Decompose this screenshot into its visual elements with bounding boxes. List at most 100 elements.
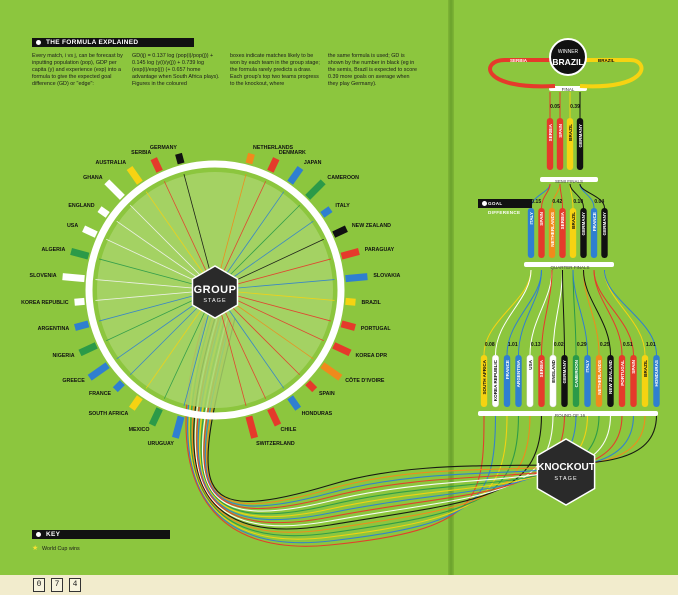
team-label: SWITZERLAND bbox=[256, 440, 295, 447]
bracket-connector bbox=[541, 269, 553, 356]
bracket-connector bbox=[583, 269, 611, 356]
qf-team-bar bbox=[601, 208, 608, 258]
final-right-team: BRAZIL bbox=[598, 58, 615, 63]
r16-goal-difference: 0.25 bbox=[599, 342, 610, 348]
team-label: KOREA DPR bbox=[355, 352, 388, 359]
team-label: GHANA bbox=[83, 174, 103, 181]
formula-text-col1: Every match, i vs j, can be forecast by … bbox=[32, 53, 123, 87]
stage-badges bbox=[191, 38, 596, 506]
qf-goal-difference: 0.10 bbox=[573, 199, 584, 205]
knockout-curve bbox=[193, 317, 543, 530]
knockout-curve bbox=[191, 317, 531, 533]
key-header: KEY bbox=[32, 530, 170, 539]
team-label: MEXICO bbox=[128, 427, 150, 434]
team-label: NEW ZEALAND bbox=[351, 223, 391, 230]
final-path-brazil bbox=[579, 58, 644, 89]
formula-header: THE FORMULA EXPLAINED bbox=[32, 38, 194, 47]
sf-team-name: GERMANY bbox=[577, 124, 583, 148]
team-label: PORTUGAL bbox=[360, 326, 391, 333]
team-wedge bbox=[148, 407, 163, 427]
semi-final-bar bbox=[540, 177, 598, 182]
qf-team-name: FRANCE bbox=[591, 212, 597, 232]
team-wedge bbox=[267, 157, 280, 173]
bracket-connector bbox=[593, 269, 634, 356]
r16-team-bar bbox=[630, 355, 637, 407]
knockout-curve bbox=[185, 317, 485, 547]
bracket-connector bbox=[518, 269, 542, 356]
sf-team-bar bbox=[546, 118, 554, 170]
team-wedge bbox=[345, 297, 356, 306]
team-label: JAPAN bbox=[303, 160, 322, 167]
team-label: SPAIN bbox=[318, 390, 335, 397]
r16-team-bar bbox=[515, 355, 522, 407]
r16-team-bar bbox=[584, 355, 591, 407]
r16-team-name: SOUTH AFRICA bbox=[481, 360, 487, 395]
qf-team-name: BRAZIL bbox=[570, 212, 576, 229]
sf-team-name: SPAIN bbox=[557, 124, 563, 138]
bracket-connector bbox=[541, 183, 551, 209]
page-gutter bbox=[448, 0, 454, 575]
final-left-team: SERBIA bbox=[510, 58, 528, 63]
r16-team-name: CAMEROON bbox=[573, 360, 579, 388]
team-wedge bbox=[320, 362, 343, 381]
team-wedge bbox=[87, 362, 110, 381]
team-wedge bbox=[267, 407, 282, 427]
team-wedge bbox=[340, 248, 360, 260]
qf-team-name: NETHERLANDS bbox=[549, 212, 555, 247]
team-label: NIGERIA bbox=[52, 352, 75, 359]
r16-team-name: HONDURAS bbox=[654, 360, 659, 387]
qf-goal-difference: 0.42 bbox=[552, 199, 563, 205]
qf-team-bar bbox=[569, 208, 577, 258]
r16-goal-difference: 0.29 bbox=[576, 342, 587, 348]
team-wedge bbox=[175, 152, 185, 165]
r16-team-bar bbox=[480, 355, 488, 407]
group-stage-title: GROUP bbox=[193, 284, 237, 296]
team-label: SOUTH AFRICA bbox=[88, 410, 129, 417]
team-label: ALGERIA bbox=[41, 246, 66, 253]
qf-team-bar bbox=[548, 208, 556, 258]
team-wedge bbox=[62, 273, 85, 283]
r16-team-bar bbox=[607, 355, 614, 407]
team-label: PARAGUAY bbox=[364, 246, 395, 253]
team-wedge bbox=[332, 342, 352, 357]
knockout-curve bbox=[188, 317, 508, 540]
r16-team-bar bbox=[595, 355, 603, 407]
r16-goal-difference: 0.08 bbox=[484, 342, 495, 348]
team-wedge bbox=[340, 320, 356, 331]
bracket-connector bbox=[559, 183, 563, 209]
r16-team-name: NEW ZEALAND bbox=[608, 360, 613, 394]
team-wedge bbox=[126, 165, 143, 185]
r16-goal-difference: 0.13 bbox=[530, 342, 541, 348]
team-label: DENMARK bbox=[278, 150, 306, 157]
final-path-serbia bbox=[488, 58, 556, 89]
page-footer: 0 7 4 bbox=[0, 575, 678, 595]
team-label: ITALY bbox=[335, 202, 350, 209]
bracket-connector bbox=[569, 183, 584, 209]
group-stage-subtitle: STAGE bbox=[203, 298, 227, 304]
sf-team-bar bbox=[566, 118, 574, 170]
knockout-stage-badge bbox=[536, 438, 596, 506]
round-of-16-label: ROUND OF 16 bbox=[554, 413, 586, 418]
team-wedge bbox=[345, 273, 368, 283]
team-label: HONDURAS bbox=[301, 410, 333, 417]
knockout-stage-subtitle: STAGE bbox=[554, 476, 578, 482]
qf-team-bar bbox=[538, 208, 545, 258]
goal-difference-label: GOAL DIFFERENCE bbox=[478, 199, 532, 215]
qf-team-bar bbox=[527, 208, 535, 258]
winner-label: WINNER bbox=[557, 49, 579, 55]
team-label: SERBIA bbox=[131, 150, 152, 157]
team-label: KOREA REPUBLIC bbox=[21, 299, 69, 306]
team-label: SLOVENIA bbox=[29, 273, 57, 280]
r16-team-name: ARGENTINA bbox=[516, 360, 521, 388]
knockout-stage-title: KNOCKOUT bbox=[537, 462, 595, 473]
qf-team-bar bbox=[559, 208, 566, 258]
team-wedge bbox=[104, 179, 125, 200]
qf-team-name: SPAIN bbox=[539, 212, 544, 226]
team-wedge bbox=[112, 380, 125, 393]
r16-team-name: SERBIA bbox=[539, 360, 544, 378]
page-number-digit: 7 bbox=[51, 578, 63, 592]
r16-team-bar bbox=[503, 355, 511, 407]
r16-goal-difference: 1.01 bbox=[645, 342, 656, 348]
team-wedge bbox=[74, 320, 90, 331]
team-wedge bbox=[74, 297, 85, 306]
